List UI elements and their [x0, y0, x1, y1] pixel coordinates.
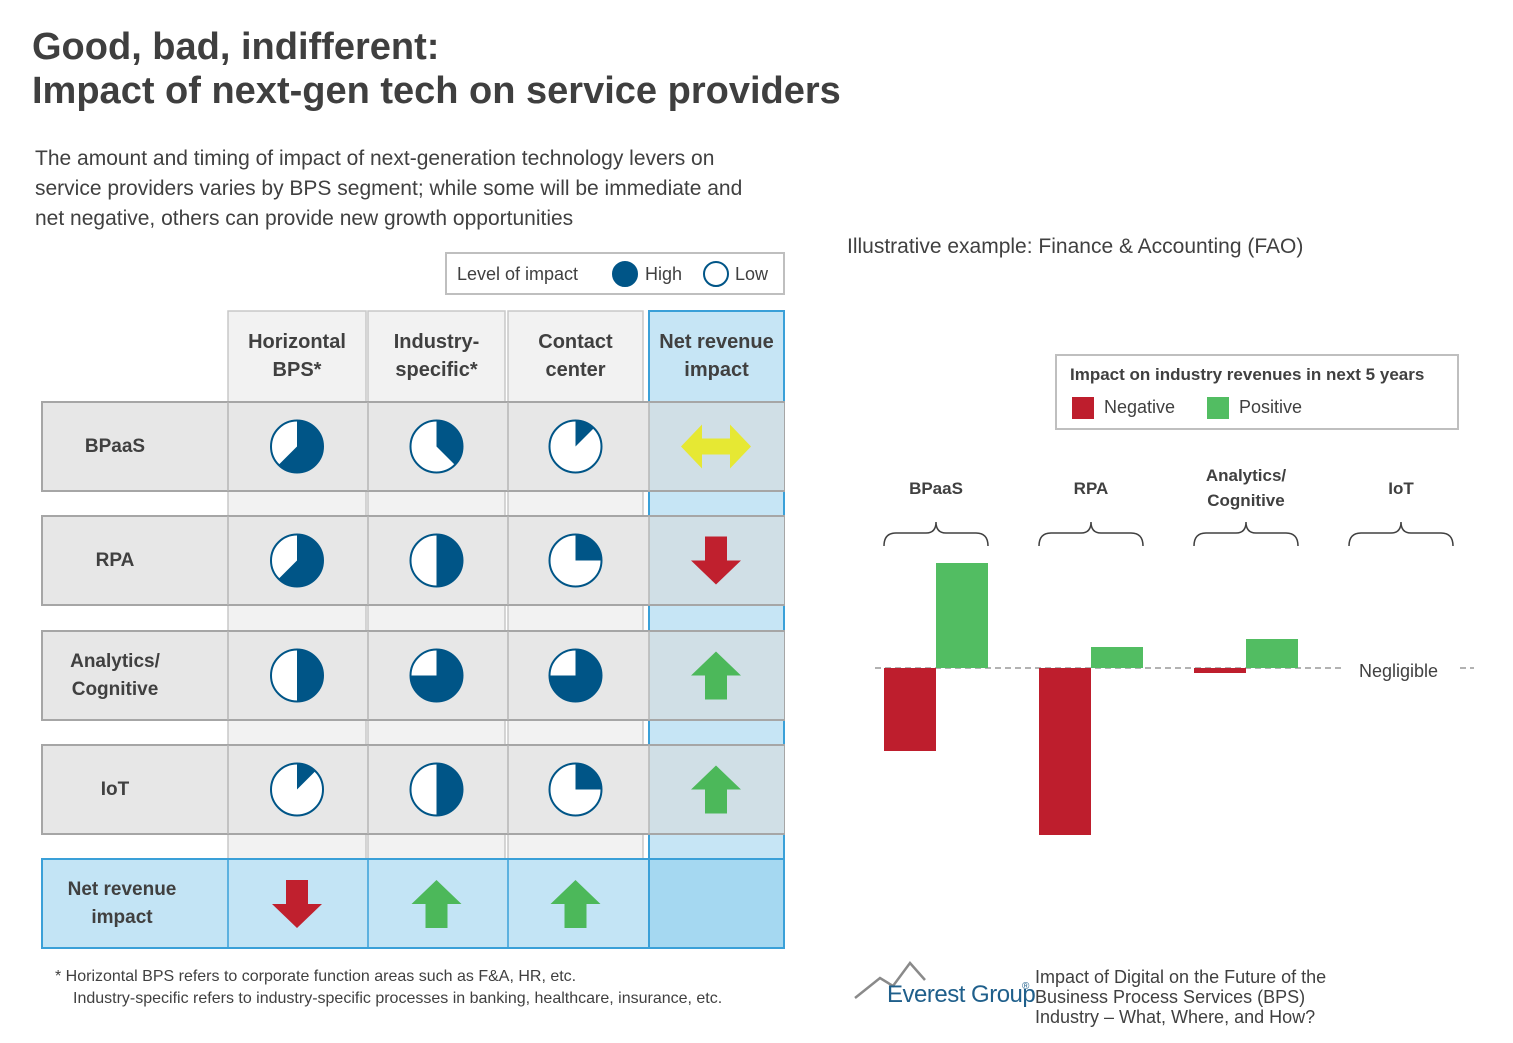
row-label: IoT: [100, 778, 130, 800]
logo: Everest Group: [887, 981, 1036, 1008]
row-label: BPaaS: [84, 435, 146, 457]
column-header: Contact center: [538, 331, 613, 381]
bar: [884, 668, 936, 751]
bar: [936, 563, 988, 668]
x-tick-label: BPaaS: [909, 478, 963, 498]
row-label: Net revenue impact: [67, 879, 177, 928]
legend-high: [612, 262, 637, 286]
harvey-ball: [436, 420, 463, 465]
column-header: Industry-specific*: [393, 331, 480, 381]
harvey-ball: [278, 534, 324, 587]
logo-mark: ®: [1022, 981, 1030, 992]
title: Impact of next-gen tech on service provi…: [32, 70, 841, 112]
source-text: Business Process Services (BPS): [1035, 987, 1306, 1007]
legend-box: [1055, 354, 1459, 430]
net-corner: [648, 858, 785, 949]
arrow-both: [681, 424, 751, 469]
annotation: Negligible: [1359, 661, 1439, 681]
arrow-up: [691, 765, 741, 814]
harvey-ball: [436, 534, 463, 587]
harvey-ball: [575, 534, 602, 561]
column-header: Horizontal BPS*: [248, 331, 346, 381]
bar: [1091, 647, 1143, 668]
harvey-ball: [549, 649, 602, 702]
harvey-ball: [436, 763, 463, 816]
harvey-ball: [297, 763, 316, 790]
legend-label: Positive: [1239, 397, 1303, 417]
footnote: * Horizontal BPS refers to corporate fun…: [55, 968, 577, 985]
legend-title: Impact on industry revenues in next 5 ye…: [1070, 365, 1425, 384]
chart-title: Illustrative example: Finance & Accounti…: [847, 235, 1304, 258]
harvey-ball: [575, 763, 602, 790]
legend-label: High: [645, 264, 683, 284]
legend-swatch: [1207, 397, 1229, 419]
brace: [1038, 521, 1144, 547]
harvey-ball: [575, 420, 594, 447]
column-header: Net revenue impact: [659, 331, 774, 381]
arrow-up: [550, 880, 601, 928]
harvey-ball: [297, 649, 324, 702]
brace: [1193, 521, 1299, 547]
legend-title: Level of impact: [457, 264, 579, 284]
arrow-down: [691, 536, 741, 585]
brace: [1348, 521, 1454, 547]
legend-label: Low: [735, 264, 769, 284]
title: Good, bad, indifferent:: [32, 26, 440, 68]
arrow-down: [272, 880, 322, 928]
brace: [883, 521, 989, 547]
x-tick-label: Analytics/ Cognitive: [1205, 466, 1287, 510]
x-tick-label: RPA: [1073, 478, 1109, 498]
row-label: RPA: [95, 549, 135, 571]
logo-mountain: [854, 961, 926, 999]
subtitle: The amount and timing of impact of next-…: [35, 147, 743, 230]
x-tick-label: IoT: [1388, 478, 1414, 498]
arrow-up: [411, 880, 462, 928]
footnote: Industry-specific refers to industry-spe…: [73, 990, 723, 1007]
bar: [1194, 668, 1246, 673]
source-text: Impact of Digital on the Future of the: [1035, 967, 1327, 987]
arrow-up: [691, 651, 741, 700]
bar: [1039, 668, 1091, 835]
row-label: Analytics/ Cognitive: [70, 650, 160, 700]
legend-swatch: [1072, 397, 1094, 419]
legend-low-outline: [703, 261, 729, 287]
legend-label: Negative: [1104, 397, 1176, 417]
source-text: Industry – What, Where, and How?: [1035, 1007, 1316, 1027]
harvey-ball: [410, 649, 463, 702]
bar: [1246, 639, 1298, 668]
harvey-ball: [278, 420, 323, 473]
